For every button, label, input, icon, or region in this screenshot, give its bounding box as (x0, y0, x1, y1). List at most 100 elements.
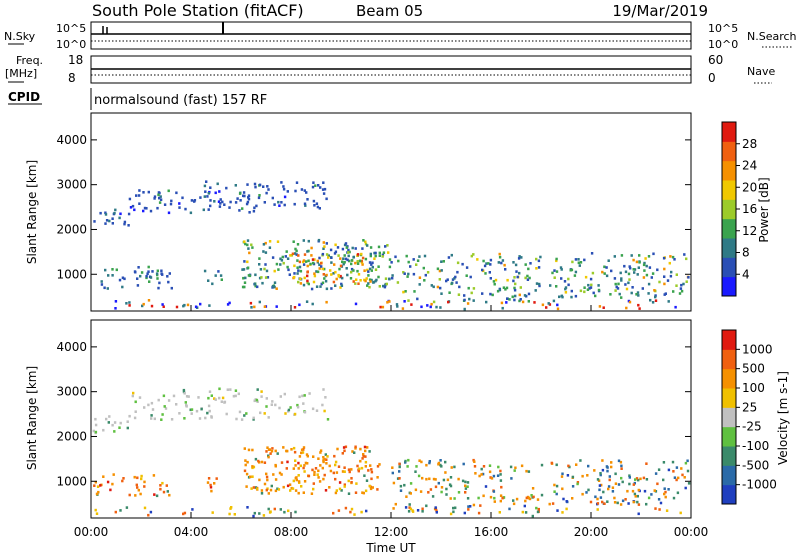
colorbar-swatch (722, 388, 736, 408)
echo-cell (312, 487, 315, 491)
echo-cell (596, 508, 599, 511)
echo-cell (175, 191, 178, 195)
echo-cell (499, 473, 502, 476)
echo-cell (263, 412, 266, 415)
echo-cell (129, 206, 133, 209)
echo-cell (245, 412, 248, 415)
echo-cell (294, 247, 297, 251)
echo-cell (300, 451, 303, 455)
echo-cell (354, 261, 357, 265)
echo-cell (228, 206, 231, 209)
echo-cell (267, 448, 271, 451)
echo-cell (571, 485, 575, 488)
echo-cell (354, 445, 357, 449)
echo-cell (332, 272, 335, 275)
echo-cell (139, 274, 142, 278)
echo-cell (673, 258, 676, 261)
echo-cell (293, 272, 296, 275)
echo-cell (258, 512, 261, 515)
echo-cell (610, 465, 613, 469)
echo-cell (405, 495, 408, 498)
echo-cell (322, 456, 325, 459)
colorbar-tick-label: 16 (742, 202, 757, 216)
echo-cell (466, 485, 469, 488)
echo-cell (364, 489, 368, 493)
echo-cell (654, 472, 658, 475)
echo-cell (438, 269, 442, 273)
echo-cell (226, 303, 230, 306)
echo-cell (265, 191, 268, 195)
echo-cell (525, 496, 528, 500)
echo-cell (214, 398, 217, 401)
echo-cell (319, 451, 322, 454)
echo-cell (398, 477, 401, 480)
echo-cell (111, 423, 114, 427)
echo-cell (502, 286, 506, 289)
echo-cell (343, 470, 346, 473)
echo-cell (606, 500, 609, 503)
echo-cell (254, 284, 257, 288)
echo-cell (539, 255, 542, 259)
echo-cell (321, 281, 325, 285)
echo-cell (404, 459, 407, 463)
echo-cell (643, 261, 646, 265)
echo-cell (149, 276, 153, 279)
echo-cell (121, 285, 124, 289)
echo-cell (670, 270, 673, 274)
echo-cell (643, 269, 646, 272)
echo-cell (625, 306, 628, 310)
echo-cell (494, 278, 498, 282)
echo-cell (499, 479, 503, 482)
colorbar-swatch (722, 160, 736, 181)
echo-cell (338, 481, 342, 484)
echo-cell (624, 283, 627, 286)
echo-cell (512, 279, 515, 283)
echo-cell (371, 261, 374, 265)
echo-cell (634, 478, 637, 481)
echo-cell (620, 467, 623, 470)
echo-cell (602, 306, 605, 309)
echo-cell (439, 463, 442, 467)
echo-cell (371, 265, 374, 269)
echo-cell (489, 292, 492, 296)
echo-cell (155, 494, 159, 498)
x-tick-label: 00:00 (674, 525, 709, 539)
echo-cell (158, 201, 162, 204)
echo-cell (465, 274, 468, 277)
echo-cell (209, 483, 212, 487)
echo-cell (142, 302, 145, 306)
echo-cell (603, 265, 606, 269)
echo-cell (299, 269, 303, 273)
echo-cell (132, 391, 135, 395)
echo-cell (320, 262, 323, 265)
echo-cell (567, 283, 570, 287)
echo-cell (613, 496, 616, 500)
echo-cell (258, 183, 262, 187)
echo-cell (664, 490, 667, 494)
echo-cell (575, 463, 578, 466)
echo-cell (361, 256, 365, 260)
echo-cell (326, 418, 330, 421)
echo-cell (305, 453, 309, 456)
echo-cell (410, 303, 413, 306)
colorbar-tick-label: -25 (742, 420, 762, 434)
echo-cell (367, 270, 370, 273)
echo-cell (140, 474, 143, 478)
echo-cell (357, 469, 360, 473)
echo-cell (365, 479, 369, 482)
echo-cell (369, 280, 372, 283)
echo-cell (225, 186, 228, 190)
echo-cell (435, 511, 438, 514)
echo-cell (205, 180, 208, 183)
echo-cell (362, 454, 365, 458)
echo-cell (292, 446, 296, 450)
echo-cell (310, 492, 314, 495)
noise-right-label: N.Search (747, 30, 797, 43)
echo-cell (347, 468, 351, 471)
echo-cell (324, 453, 327, 456)
echo-cell (521, 510, 524, 514)
echo-cell (282, 446, 285, 449)
echo-cell (275, 305, 278, 308)
echo-cell (223, 203, 226, 206)
echo-cell (374, 254, 377, 258)
